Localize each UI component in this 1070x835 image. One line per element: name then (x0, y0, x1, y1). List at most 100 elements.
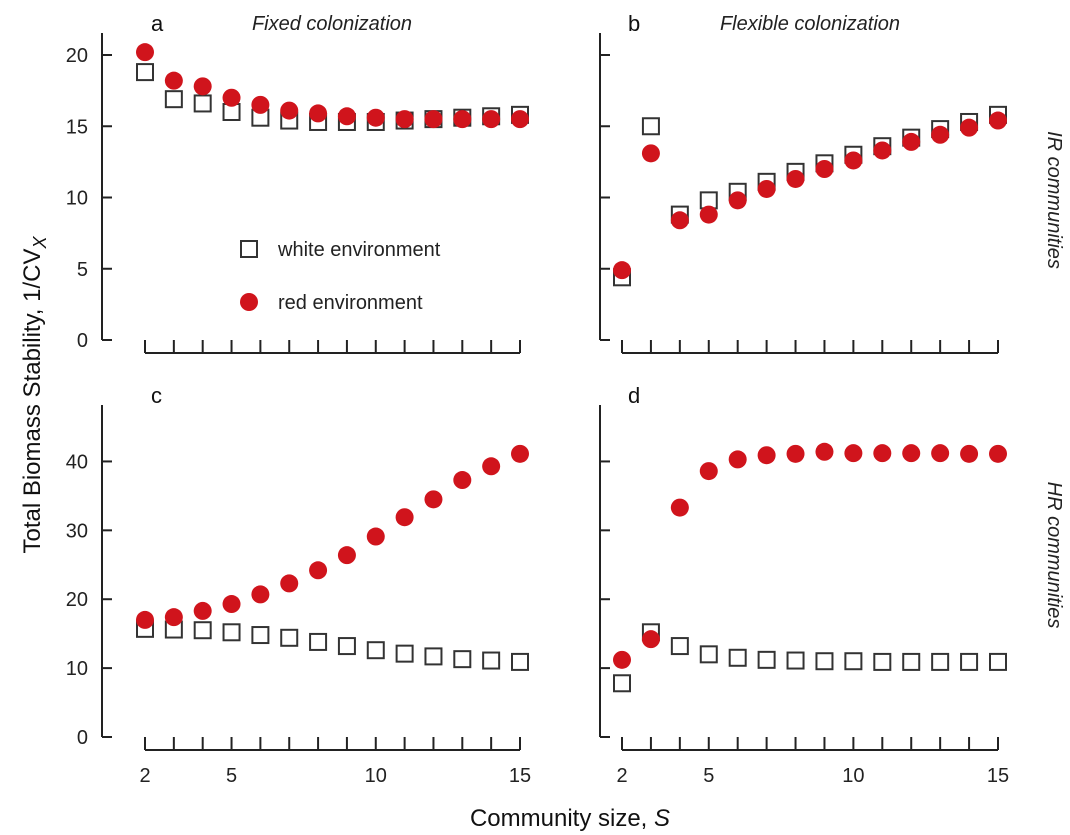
x-tick-label-c: 2 (139, 765, 150, 787)
point-white-c (193, 621, 212, 640)
point-red-c (482, 457, 501, 476)
y-tick-label-a: 0 (77, 330, 88, 352)
legend-white-label: white environment (277, 239, 441, 261)
panel-letter-a: a (151, 11, 164, 36)
x-axis-title: Community size, S (470, 805, 670, 832)
point-red-b (670, 211, 689, 230)
point-white-d (815, 652, 834, 671)
y-tick-label-a: 15 (66, 116, 88, 138)
point-red-a (366, 108, 385, 127)
point-white-d (786, 651, 805, 670)
point-red-a (395, 110, 414, 129)
x-axis-title-main: Community size, (470, 805, 654, 832)
point-white-c (453, 650, 472, 669)
point-white-a (164, 90, 183, 109)
y-tick-label-a: 5 (77, 259, 88, 281)
point-white-a (136, 63, 154, 82)
panel-letter-b: b (628, 11, 640, 36)
y-tick-label-c: 30 (66, 520, 88, 542)
x-axis-title-symbol: S (654, 805, 670, 832)
point-red-b (641, 144, 660, 163)
point-red-a (337, 107, 356, 126)
point-red-b (873, 141, 892, 160)
point-white-c (424, 647, 443, 666)
point-white-d (931, 652, 950, 671)
point-red-c (136, 610, 154, 629)
x-tick-label-c: 15 (509, 765, 531, 787)
legend-red-marker (240, 293, 258, 311)
point-red-a (251, 95, 270, 114)
point-red-c (424, 490, 443, 509)
point-white-a (193, 94, 212, 113)
point-red-a (222, 88, 241, 107)
point-red-c (309, 561, 328, 580)
point-red-c (280, 574, 299, 593)
legend-red-label: red environment (278, 292, 423, 314)
point-white-d (757, 650, 776, 669)
x-tick-label-d: 15 (987, 765, 1009, 787)
point-red-c (395, 508, 414, 527)
point-red-a (280, 101, 299, 120)
y-tick-label-c: 20 (66, 589, 88, 611)
y-tick-label-a: 10 (66, 188, 88, 210)
panel-letter-c: c (151, 383, 162, 408)
point-red-a (164, 71, 183, 90)
point-red-d (613, 650, 631, 669)
point-red-c (366, 527, 385, 546)
panel-a: 0 5 10 15 20 a (66, 11, 529, 354)
point-red-b (931, 125, 950, 144)
x-tick-label-d: 2 (616, 765, 627, 787)
point-red-b (960, 118, 979, 137)
point-red-d (931, 444, 950, 463)
point-white-c (511, 652, 529, 671)
point-white-d (873, 652, 892, 671)
point-white-d (989, 652, 1007, 671)
y-axis-title-subscript: X (30, 236, 50, 250)
column-title-flexible: Flexible colonization (720, 13, 900, 35)
point-white-d (902, 652, 921, 671)
point-red-c (337, 546, 356, 565)
point-red-d (757, 446, 776, 465)
y-tick-label-c: 0 (77, 727, 88, 749)
point-red-c (164, 608, 183, 627)
x-tick-label-c: 5 (226, 765, 237, 787)
point-red-c (453, 471, 472, 490)
y-tick-label-c: 10 (66, 658, 88, 680)
point-red-c (222, 595, 241, 614)
y-tick-label-a: 20 (66, 45, 88, 67)
point-red-a (136, 43, 154, 62)
column-title-fixed: Fixed colonization (252, 13, 412, 35)
point-red-c (193, 601, 212, 620)
point-red-d (699, 462, 718, 481)
y-axis-title: Total Biomass Stability, 1/CVX (19, 236, 50, 554)
point-red-d (641, 630, 660, 649)
point-white-c (251, 626, 270, 645)
panel-d: 2 5 10 15 d (599, 383, 1009, 787)
point-red-d (960, 444, 979, 463)
point-white-d (728, 648, 747, 667)
point-red-c (251, 585, 270, 604)
point-red-b (728, 191, 747, 210)
legend: white environment red environment (240, 239, 441, 314)
point-red-d (844, 444, 863, 463)
point-red-d (902, 444, 921, 463)
point-red-d (670, 498, 689, 517)
point-white-c (337, 637, 356, 656)
point-red-b (786, 169, 805, 188)
point-white-c (309, 632, 328, 651)
point-red-d (989, 444, 1007, 463)
point-red-a (482, 110, 501, 129)
point-red-b (844, 151, 863, 170)
point-white-d (670, 637, 689, 656)
y-tick-label-c: 40 (66, 451, 88, 473)
point-white-d (844, 652, 863, 671)
panel-b: b (599, 11, 1007, 354)
x-tick-label-c: 10 (365, 765, 387, 787)
point-white-d (699, 645, 718, 664)
row-title-hr: HR communities (1043, 482, 1065, 629)
y-axis-title-main: Total Biomass Stability, 1/CV (19, 249, 46, 554)
point-red-d (786, 444, 805, 463)
